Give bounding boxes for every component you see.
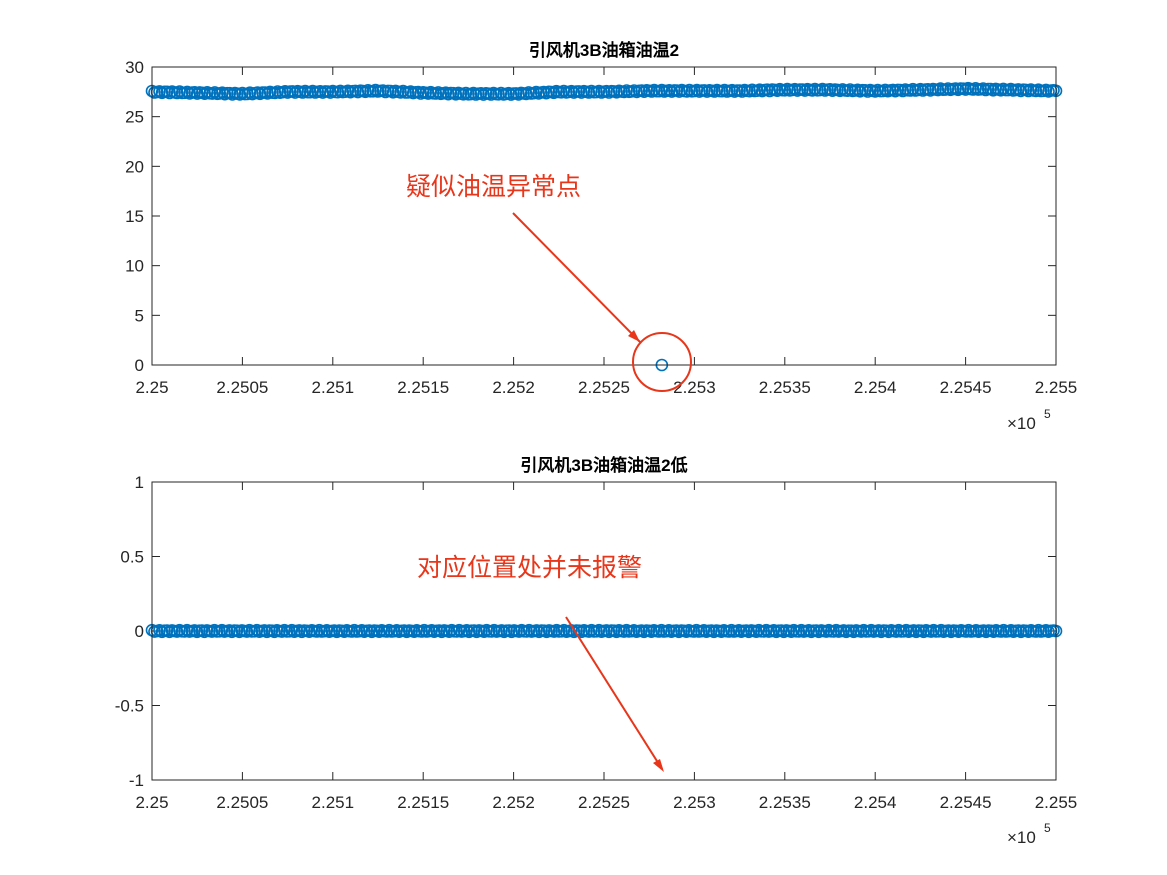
y-tick-label: -0.5: [115, 697, 144, 716]
plot-area: [152, 67, 1056, 365]
axis-ticks: 2.25 2.2505 2.251 2.2515 2.252 2.2525 2.253 2.2…: [125, 58, 1077, 397]
annotation-arrow: [512, 212, 641, 343]
x-tick-label: 2.254: [854, 793, 897, 812]
x-tick-label: 2.251: [312, 378, 355, 397]
y-tick-label: 5: [135, 306, 144, 325]
y-tick-label: 1: [135, 473, 144, 492]
x-exponent-power: 5: [1044, 407, 1051, 421]
x-tick-label: 2.253: [673, 378, 716, 397]
x-tick-label: 2.255: [1035, 793, 1078, 812]
y-tick-label: 10: [125, 257, 144, 276]
x-exponent-label: ×10 5: [1007, 821, 1051, 847]
x-tick-label: 2.25: [135, 793, 168, 812]
x-tick-label: 2.2535: [759, 378, 811, 397]
x-tick-label: 2.252: [492, 793, 535, 812]
data-markers: [145, 623, 1063, 639]
data-markers: [145, 81, 1063, 372]
annotation-arrowhead: [653, 759, 664, 772]
x-exponent-base: ×10: [1007, 414, 1036, 433]
x-tick-label: 2.25: [135, 378, 168, 397]
subplot-oil-temperature-low-alarm: 引风机3B油箱油温2低 2.25 2.2505 2.251 2.2515 2.252 2.…: [115, 455, 1078, 847]
data-point: [460, 623, 474, 637]
annotation-text: 疑似油温异常点: [406, 173, 581, 201]
axis-ticks: 2.25 2.2505 2.251 2.2515 2.252 2.2525 2.253 2.2…: [115, 473, 1078, 812]
chart-title: 引风机3B油箱油温2低: [520, 455, 687, 475]
no-alarm-annotation: 对应位置处并未报警: [417, 554, 664, 772]
annotation-circle: [632, 332, 692, 392]
x-tick-label: 2.252: [492, 378, 535, 397]
x-tick-label: 2.2525: [578, 793, 630, 812]
x-tick-label: 2.255: [1035, 378, 1078, 397]
y-tick-label: 20: [125, 157, 144, 176]
y-tick-label: 15: [125, 207, 144, 226]
y-tick-label: 0.5: [120, 548, 144, 567]
axes-box: [151, 66, 1057, 366]
y-tick-label: -1: [129, 771, 144, 790]
y-tick-label: 25: [125, 108, 144, 127]
y-tick-label: 30: [125, 58, 144, 77]
x-tick-label: 2.2515: [397, 378, 449, 397]
subplot-oil-temperature: 引风机3B油箱油温2 2.25 2.2505 2.251 2.2515 2.252 2.2…: [125, 40, 1077, 433]
x-tick-label: 2.253: [673, 793, 716, 812]
annotation-text: 对应位置处并未报警: [417, 554, 642, 582]
x-exponent-base: ×10: [1007, 828, 1036, 847]
anomaly-annotation: 疑似油温异常点: [406, 173, 692, 392]
x-tick-label: 2.2545: [940, 793, 992, 812]
x-exponent-label: ×10 5: [1007, 407, 1051, 433]
x-tick-label: 2.2515: [397, 793, 449, 812]
x-tick-label: 2.251: [312, 793, 355, 812]
x-tick-label: 2.2545: [940, 378, 992, 397]
x-tick-label: 2.2525: [578, 378, 630, 397]
x-exponent-power: 5: [1044, 821, 1051, 835]
x-tick-label: 2.2505: [216, 378, 268, 397]
chart-title: 引风机3B油箱油温2: [529, 40, 679, 60]
annotation-arrow: [565, 616, 663, 770]
y-tick-label: 0: [135, 356, 144, 375]
x-tick-label: 2.254: [854, 378, 897, 397]
axes-box: [151, 481, 1057, 781]
x-tick-label: 2.2535: [759, 793, 811, 812]
y-tick-label: 0: [135, 622, 144, 641]
annotation-arrowhead: [628, 330, 640, 342]
x-tick-label: 2.2505: [216, 793, 268, 812]
